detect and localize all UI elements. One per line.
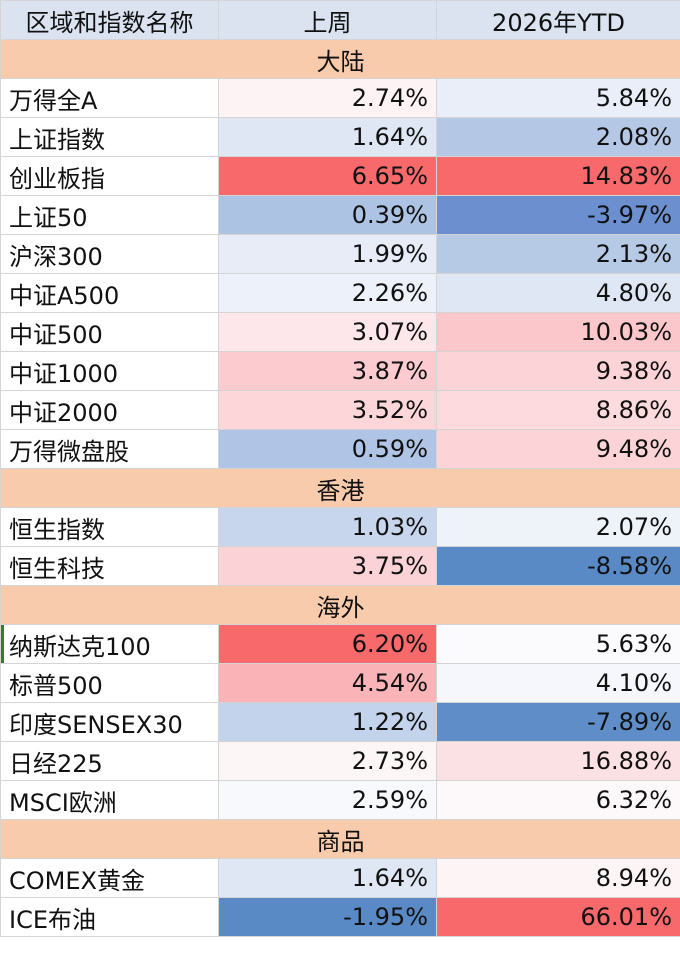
ytd-cell[interactable]: -8.58% [436, 546, 680, 586]
table-row: MSCI欧洲 2.59% 6.32% [0, 780, 680, 820]
ytd-cell[interactable]: 5.63% [436, 624, 680, 664]
section-title[interactable]: 香港 [0, 468, 680, 508]
ytd-cell[interactable]: 4.80% [436, 273, 680, 313]
table-row: 恒生指数 1.03% 2.07% [0, 507, 680, 547]
index-name-cell[interactable]: 中证1000 [0, 351, 219, 391]
last-week-cell[interactable]: 0.59% [218, 429, 437, 469]
table-row: 中证2000 3.52% 8.86% [0, 390, 680, 430]
last-week-cell[interactable]: -1.95% [218, 897, 437, 937]
header-ytd[interactable]: 2026年YTD [436, 0, 680, 40]
section-row: 海外 [0, 585, 680, 625]
table-row: 中证500 3.07% 10.03% [0, 312, 680, 352]
table-row: 恒生科技 3.75% -8.58% [0, 546, 680, 586]
index-name-cell[interactable]: 恒生指数 [0, 507, 219, 547]
last-week-cell[interactable]: 6.20% [218, 624, 437, 664]
index-name-cell[interactable]: ICE布油 [0, 897, 219, 937]
last-week-cell[interactable]: 3.52% [218, 390, 437, 430]
index-name-cell[interactable]: 上证50 [0, 195, 219, 235]
ytd-cell[interactable]: 2.07% [436, 507, 680, 547]
ytd-cell[interactable]: 8.94% [436, 858, 680, 898]
ytd-cell[interactable]: 9.38% [436, 351, 680, 391]
section-title[interactable]: 商品 [0, 819, 680, 859]
last-week-cell[interactable]: 2.73% [218, 741, 437, 781]
ytd-cell[interactable]: -3.97% [436, 195, 680, 235]
index-name-cell[interactable]: 中证A500 [0, 273, 219, 313]
section-row: 香港 [0, 468, 680, 508]
table-row: 创业板指 6.65% 14.83% [0, 156, 680, 196]
section-row: 商品 [0, 819, 680, 859]
last-week-cell[interactable]: 0.39% [218, 195, 437, 235]
ytd-cell[interactable]: 10.03% [436, 312, 680, 352]
last-week-cell[interactable]: 4.54% [218, 663, 437, 703]
table-row: 纳斯达克100 6.20% 5.63% [0, 624, 680, 664]
header-region-name[interactable]: 区域和指数名称 [0, 0, 219, 40]
index-name-cell[interactable]: 日经225 [0, 741, 219, 781]
table-row: 印度SENSEX30 1.22% -7.89% [0, 702, 680, 742]
ytd-cell[interactable]: 14.83% [436, 156, 680, 196]
last-week-cell[interactable]: 2.74% [218, 78, 437, 118]
index-name-cell[interactable]: 纳斯达克100 [0, 624, 219, 664]
table-row: 上证指数 1.64% 2.08% [0, 117, 680, 157]
last-week-cell[interactable]: 1.64% [218, 858, 437, 898]
index-name-cell[interactable]: 万得微盘股 [0, 429, 219, 469]
index-name-cell[interactable]: 中证2000 [0, 390, 219, 430]
ytd-cell[interactable]: 5.84% [436, 78, 680, 118]
ytd-cell[interactable]: 8.86% [436, 390, 680, 430]
section-row: 大陆 [0, 39, 680, 79]
last-week-cell[interactable]: 1.99% [218, 234, 437, 274]
table-row: 万得全A 2.74% 5.84% [0, 78, 680, 118]
table-row: COMEX黄金 1.64% 8.94% [0, 858, 680, 898]
index-performance-table: 区域和指数名称 上周 2026年YTD 大陆 万得全A 2.74% 5.84% 上证指数… [0, 0, 680, 937]
index-name-cell[interactable]: 标普500 [0, 663, 219, 703]
table-row: 上证50 0.39% -3.97% [0, 195, 680, 235]
ytd-cell[interactable]: -7.89% [436, 702, 680, 742]
last-week-cell[interactable]: 3.87% [218, 351, 437, 391]
last-week-cell[interactable]: 3.07% [218, 312, 437, 352]
last-week-cell[interactable]: 6.65% [218, 156, 437, 196]
ytd-cell[interactable]: 6.32% [436, 780, 680, 820]
index-name-cell[interactable]: MSCI欧洲 [0, 780, 219, 820]
last-week-cell[interactable]: 1.22% [218, 702, 437, 742]
index-name-cell[interactable]: 万得全A [0, 78, 219, 118]
ytd-cell[interactable]: 66.01% [436, 897, 680, 937]
section-title[interactable]: 大陆 [0, 39, 680, 79]
index-name-cell[interactable]: 创业板指 [0, 156, 219, 196]
index-name-cell[interactable]: 印度SENSEX30 [0, 702, 219, 742]
last-week-cell[interactable]: 3.75% [218, 546, 437, 586]
header-row: 区域和指数名称 上周 2026年YTD [0, 0, 680, 40]
index-name-cell[interactable]: 上证指数 [0, 117, 219, 157]
last-week-cell[interactable]: 2.26% [218, 273, 437, 313]
last-week-cell[interactable]: 1.03% [218, 507, 437, 547]
table-row: 中证A500 2.26% 4.80% [0, 273, 680, 313]
ytd-cell[interactable]: 4.10% [436, 663, 680, 703]
table-row: 标普500 4.54% 4.10% [0, 663, 680, 703]
ytd-cell[interactable]: 2.08% [436, 117, 680, 157]
last-week-cell[interactable]: 1.64% [218, 117, 437, 157]
table-body: 区域和指数名称 上周 2026年YTD 大陆 万得全A 2.74% 5.84% 上证指数… [0, 0, 680, 937]
table-row: 万得微盘股 0.59% 9.48% [0, 429, 680, 469]
section-title[interactable]: 海外 [0, 585, 680, 625]
index-name-cell[interactable]: 沪深300 [0, 234, 219, 274]
last-week-cell[interactable]: 2.59% [218, 780, 437, 820]
table-row: ICE布油 -1.95% 66.01% [0, 897, 680, 937]
table-row: 中证1000 3.87% 9.38% [0, 351, 680, 391]
table-row: 沪深300 1.99% 2.13% [0, 234, 680, 274]
index-name-cell[interactable]: 恒生科技 [0, 546, 219, 586]
ytd-cell[interactable]: 9.48% [436, 429, 680, 469]
ytd-cell[interactable]: 16.88% [436, 741, 680, 781]
ytd-cell[interactable]: 2.13% [436, 234, 680, 274]
table-row: 日经225 2.73% 16.88% [0, 741, 680, 781]
header-last-week[interactable]: 上周 [218, 0, 437, 40]
index-name-cell[interactable]: COMEX黄金 [0, 858, 219, 898]
index-name-cell[interactable]: 中证500 [0, 312, 219, 352]
